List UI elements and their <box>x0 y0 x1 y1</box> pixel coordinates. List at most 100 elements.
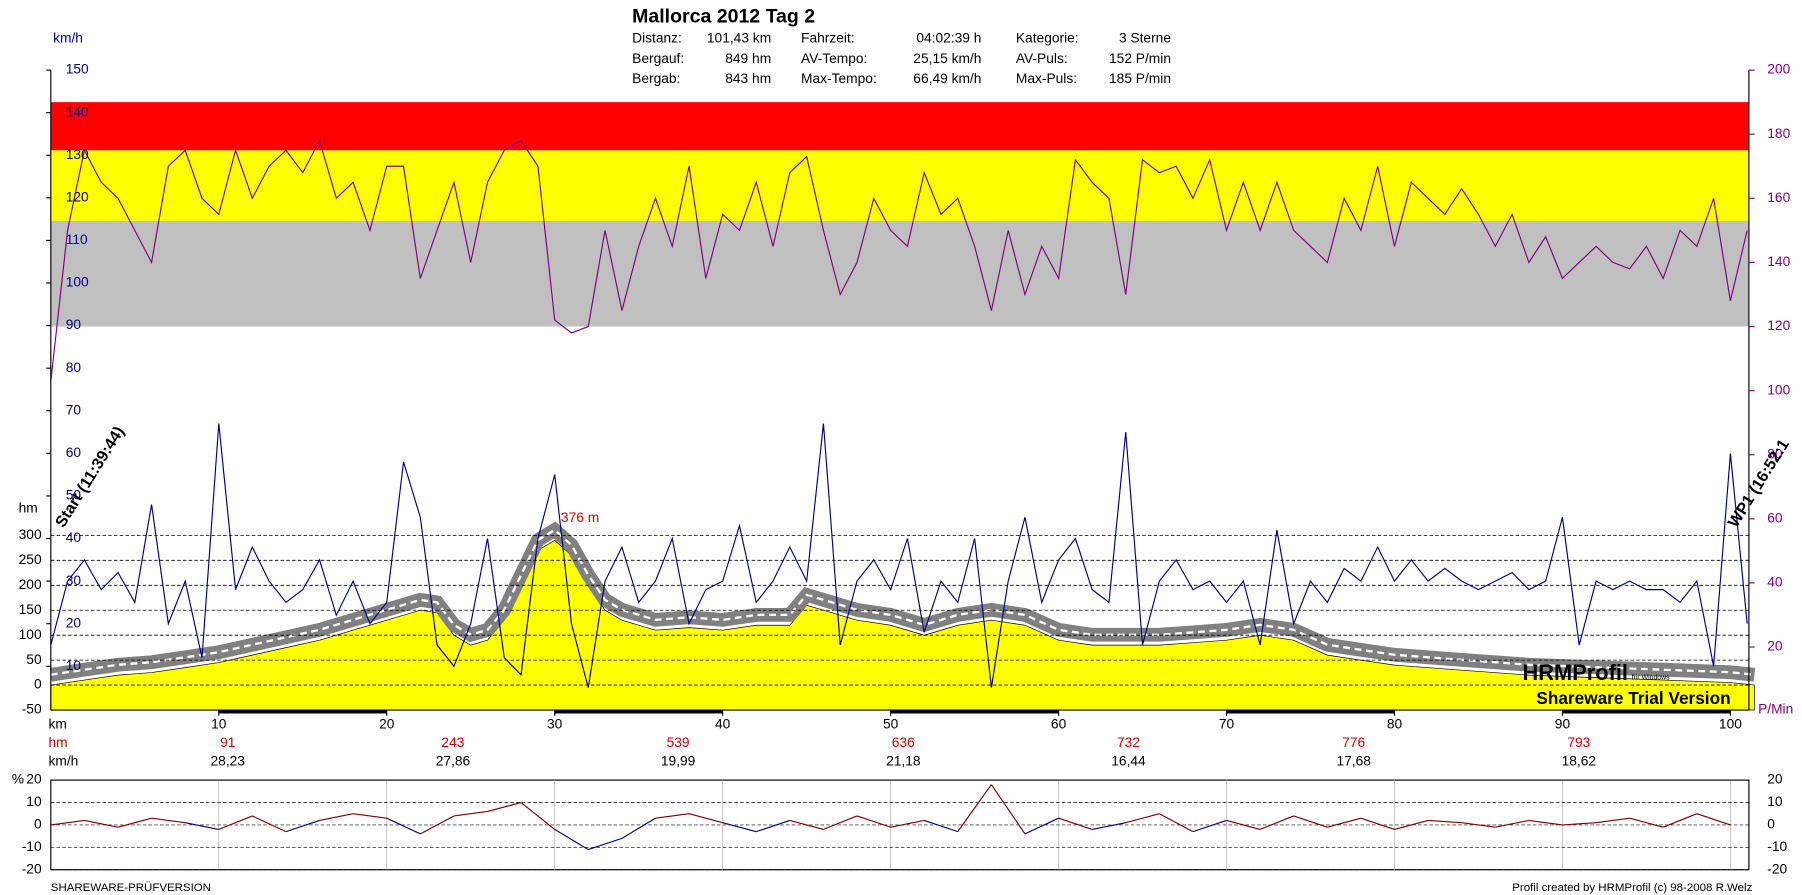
gradient-segment <box>1024 817 1059 835</box>
y2-tick-label: 40 <box>1767 575 1783 590</box>
altitude-shadow-dash <box>50 528 1755 676</box>
hm-tick-label: 300 <box>19 527 42 542</box>
hr-zone <box>50 150 1749 221</box>
stat-label: Kategorie: <box>1016 31 1079 46</box>
y-tick-label: 20 <box>66 615 82 630</box>
y2-tick-label: 140 <box>1767 254 1790 269</box>
y-tick-label: 140 <box>66 104 89 119</box>
gradient-segment <box>990 784 1026 835</box>
row-label: km/h <box>49 753 79 768</box>
gradient-segment <box>789 819 824 830</box>
gradient-tick-label: -20 <box>22 861 42 876</box>
hm-tick-label: 250 <box>19 552 42 567</box>
gradient-tick-label-right: 20 <box>1767 772 1783 787</box>
x-tick-label: 10 <box>211 717 227 732</box>
y-tick-label: 130 <box>66 147 89 162</box>
y2-tick-label: 120 <box>1767 318 1790 333</box>
segment-hm: 243 <box>441 735 464 750</box>
hm-tick-label: 100 <box>19 627 42 642</box>
stat-value: 152 P/min <box>1109 51 1171 66</box>
y-tick-label: 110 <box>66 232 88 247</box>
hm-tick-label: 150 <box>19 602 42 617</box>
heart-rate-line <box>50 139 1748 382</box>
km-bar <box>1562 710 1731 714</box>
x-tick-label: 70 <box>1219 717 1235 732</box>
gradient-segment <box>1293 815 1328 828</box>
y-axis-label: km/h <box>53 31 83 46</box>
gradient-segment <box>420 815 455 835</box>
segment-kmh: 18,62 <box>1562 753 1596 768</box>
gradient-segment <box>924 819 958 833</box>
y-tick-label: 80 <box>66 360 82 375</box>
hm-tick-label: 50 <box>26 652 42 667</box>
gradient-segment <box>957 784 992 832</box>
x-tick-label: 50 <box>883 717 899 732</box>
gradient-segment <box>588 837 623 851</box>
gradient-segment <box>1663 813 1698 828</box>
km-bar <box>218 710 387 714</box>
speed-line <box>50 423 1748 688</box>
y2-tick-label: 160 <box>1767 190 1790 205</box>
gradient-segment <box>890 819 925 828</box>
gradient-segment <box>1125 813 1160 824</box>
stat-label: AV-Puls: <box>1016 51 1068 66</box>
gradient-segment <box>1058 817 1093 830</box>
gradient-segment <box>1495 819 1529 828</box>
y-tick-label: 90 <box>66 317 82 332</box>
altitude-area <box>50 539 1755 711</box>
gradient-segment <box>252 815 287 833</box>
km-bar <box>1226 710 1395 714</box>
y2-tick-label: 60 <box>1767 510 1783 525</box>
gradient-tick-label: -10 <box>22 839 42 854</box>
segment-kmh: 19,99 <box>661 753 695 768</box>
footer-right: Profil created by HRMProfil (c) 98-2008 … <box>1512 882 1752 894</box>
y2-tick-label: 100 <box>1767 382 1790 397</box>
stat-value: 101,43 km <box>707 31 771 46</box>
x-tick-label: 100 <box>1719 717 1742 732</box>
footer-left: SHAREWARE-PRÜFVERSION <box>51 882 211 894</box>
stat-label: Max-Puls: <box>1016 71 1077 86</box>
hm-tick-label: -50 <box>22 702 42 717</box>
stat-label: Bergauf: <box>632 51 684 66</box>
gradient-segment <box>655 813 690 819</box>
gradient-segment <box>117 817 152 828</box>
annotation: 376 m <box>561 510 599 525</box>
stat-value: 843 hm <box>725 71 771 86</box>
gradient-segment <box>487 801 522 813</box>
segment-kmh: 21,18 <box>886 753 921 768</box>
gradient-tick-label: 20 <box>26 772 42 787</box>
km-bar <box>554 710 723 714</box>
segment-hm: 776 <box>1342 735 1365 750</box>
y2-tick-label: 20 <box>1767 639 1783 654</box>
gradient-segment <box>1461 822 1496 828</box>
annotation: Shareware Trial Version <box>1536 688 1730 708</box>
y-tick-label: 30 <box>66 573 82 588</box>
segment-hm: 539 <box>667 735 690 750</box>
gradient-segment <box>1327 817 1362 828</box>
gradient-segment <box>1259 815 1294 830</box>
gradient-tick-label-right: -20 <box>1767 861 1787 876</box>
gradient-tick-label-right: -10 <box>1767 839 1787 854</box>
y2-tick-label: 80 <box>1767 446 1783 461</box>
y-tick-label: 40 <box>66 530 82 545</box>
hr-zone <box>50 102 1749 151</box>
gradient-segment <box>386 817 421 835</box>
gradient-segment <box>621 817 656 839</box>
gradient-segment <box>1192 819 1227 833</box>
gradient-segment <box>1696 813 1731 826</box>
y-tick-label: 120 <box>66 189 89 204</box>
gradient-segment <box>1360 817 1395 830</box>
y-tick-label: 10 <box>66 658 82 673</box>
gradient-segment <box>1428 819 1462 824</box>
km-bar <box>890 710 1059 714</box>
hm-tick-label: 0 <box>34 677 42 692</box>
title: Mallorca 2012 Tag 2 <box>632 5 815 27</box>
hr-zone <box>50 220 1749 327</box>
gradient-tick-label: 10 <box>26 794 42 809</box>
annotation: für Windows <box>1632 675 1670 682</box>
hm-tick-label: 200 <box>19 577 42 592</box>
gradient-segment <box>353 813 387 819</box>
stat-value: 04:02:39 h <box>916 31 981 46</box>
